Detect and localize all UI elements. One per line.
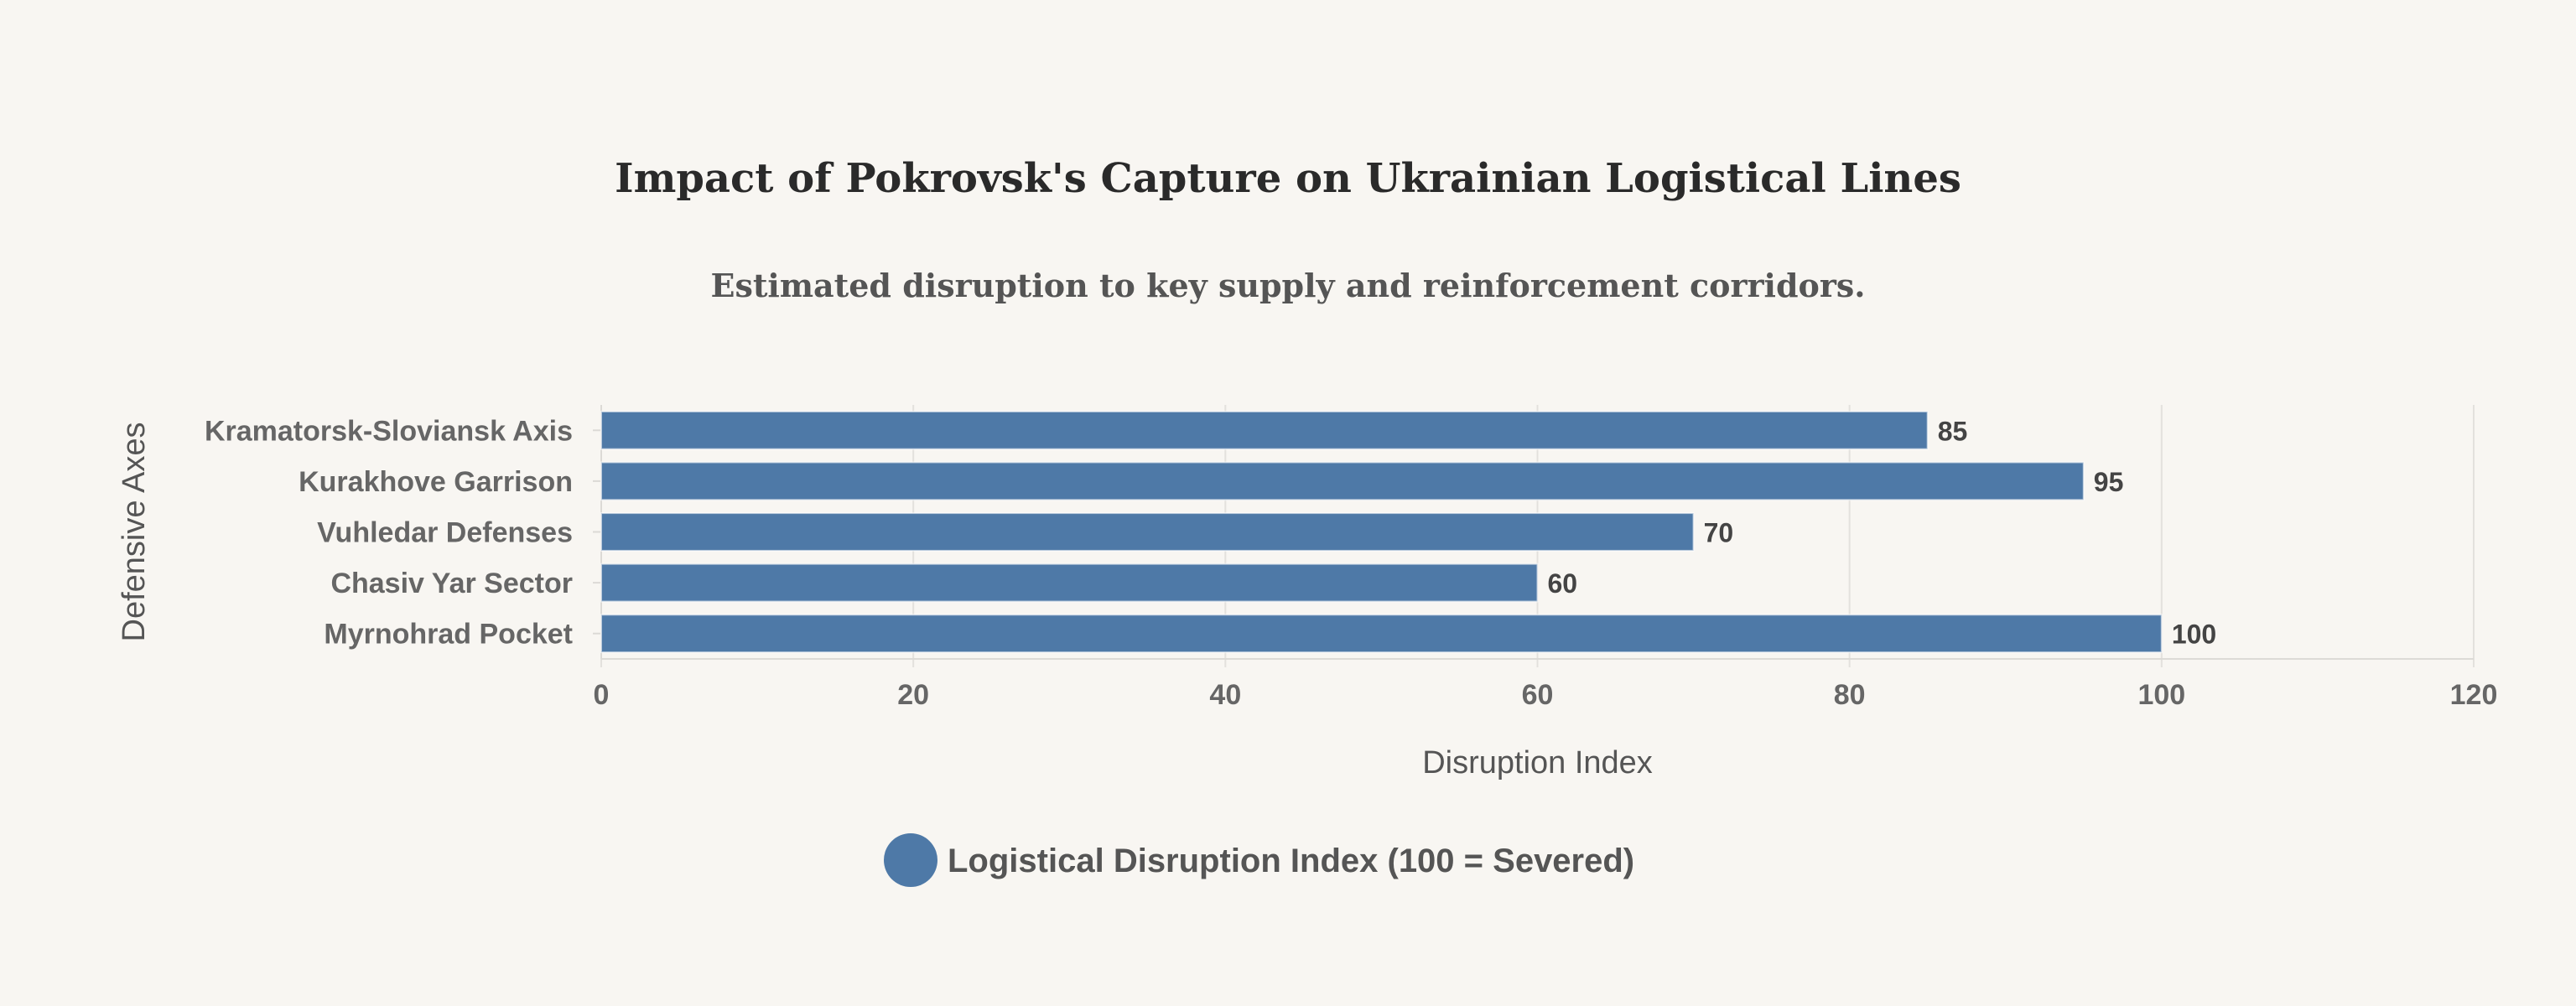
bar[interactable] xyxy=(600,410,1929,450)
bar-value-label: 60 xyxy=(1548,568,1578,599)
x-tick-label: 80 xyxy=(1834,679,1866,711)
y-category-label: Myrnohrad Pocket xyxy=(324,619,573,651)
bar-value-label: 70 xyxy=(1704,518,1734,548)
x-tick-label: 100 xyxy=(2137,679,2185,711)
bars xyxy=(600,410,2163,654)
x-tick-label: 40 xyxy=(1209,679,1241,711)
bar[interactable] xyxy=(600,461,2085,501)
x-tick-label: 20 xyxy=(897,679,929,711)
legend-label: Logistical Disruption Index (100 = Sever… xyxy=(948,843,1634,879)
x-tick-label: 60 xyxy=(1522,679,1554,711)
bar[interactable] xyxy=(600,563,1539,603)
x-tick-label: 0 xyxy=(594,679,610,711)
bar[interactable] xyxy=(600,512,1695,552)
x-axis-title: Disruption Index xyxy=(1422,745,1653,780)
legend-swatch xyxy=(884,833,937,887)
y-category-label: Chasiv Yar Sector xyxy=(330,568,573,599)
bar-value-label: 85 xyxy=(1938,416,1968,446)
chart-title: Impact of Pokrovsk's Capture on Ukrainia… xyxy=(615,155,1961,202)
x-tick-label: 120 xyxy=(2450,679,2498,711)
chart-subtitle: Estimated disruption to key supply and r… xyxy=(710,267,1866,304)
labels: 0 20 40 60 80 100 120 Kramatorsk-Sloviansk Axis… xyxy=(205,415,2497,711)
bar[interactable] xyxy=(600,614,2163,654)
legend[interactable]: Logistical Disruption Index (100 = Sever… xyxy=(884,833,1634,887)
y-category-label: Vuhledar Defenses xyxy=(317,517,573,549)
y-category-label: Kurakhove Garrison xyxy=(299,466,573,498)
bar-value-label: 95 xyxy=(2094,467,2124,497)
y-axis-title: Defensive Axes xyxy=(117,423,152,642)
y-category-label: Kramatorsk-Sloviansk Axis xyxy=(205,415,573,447)
bar-value-label: 100 xyxy=(2172,620,2216,650)
